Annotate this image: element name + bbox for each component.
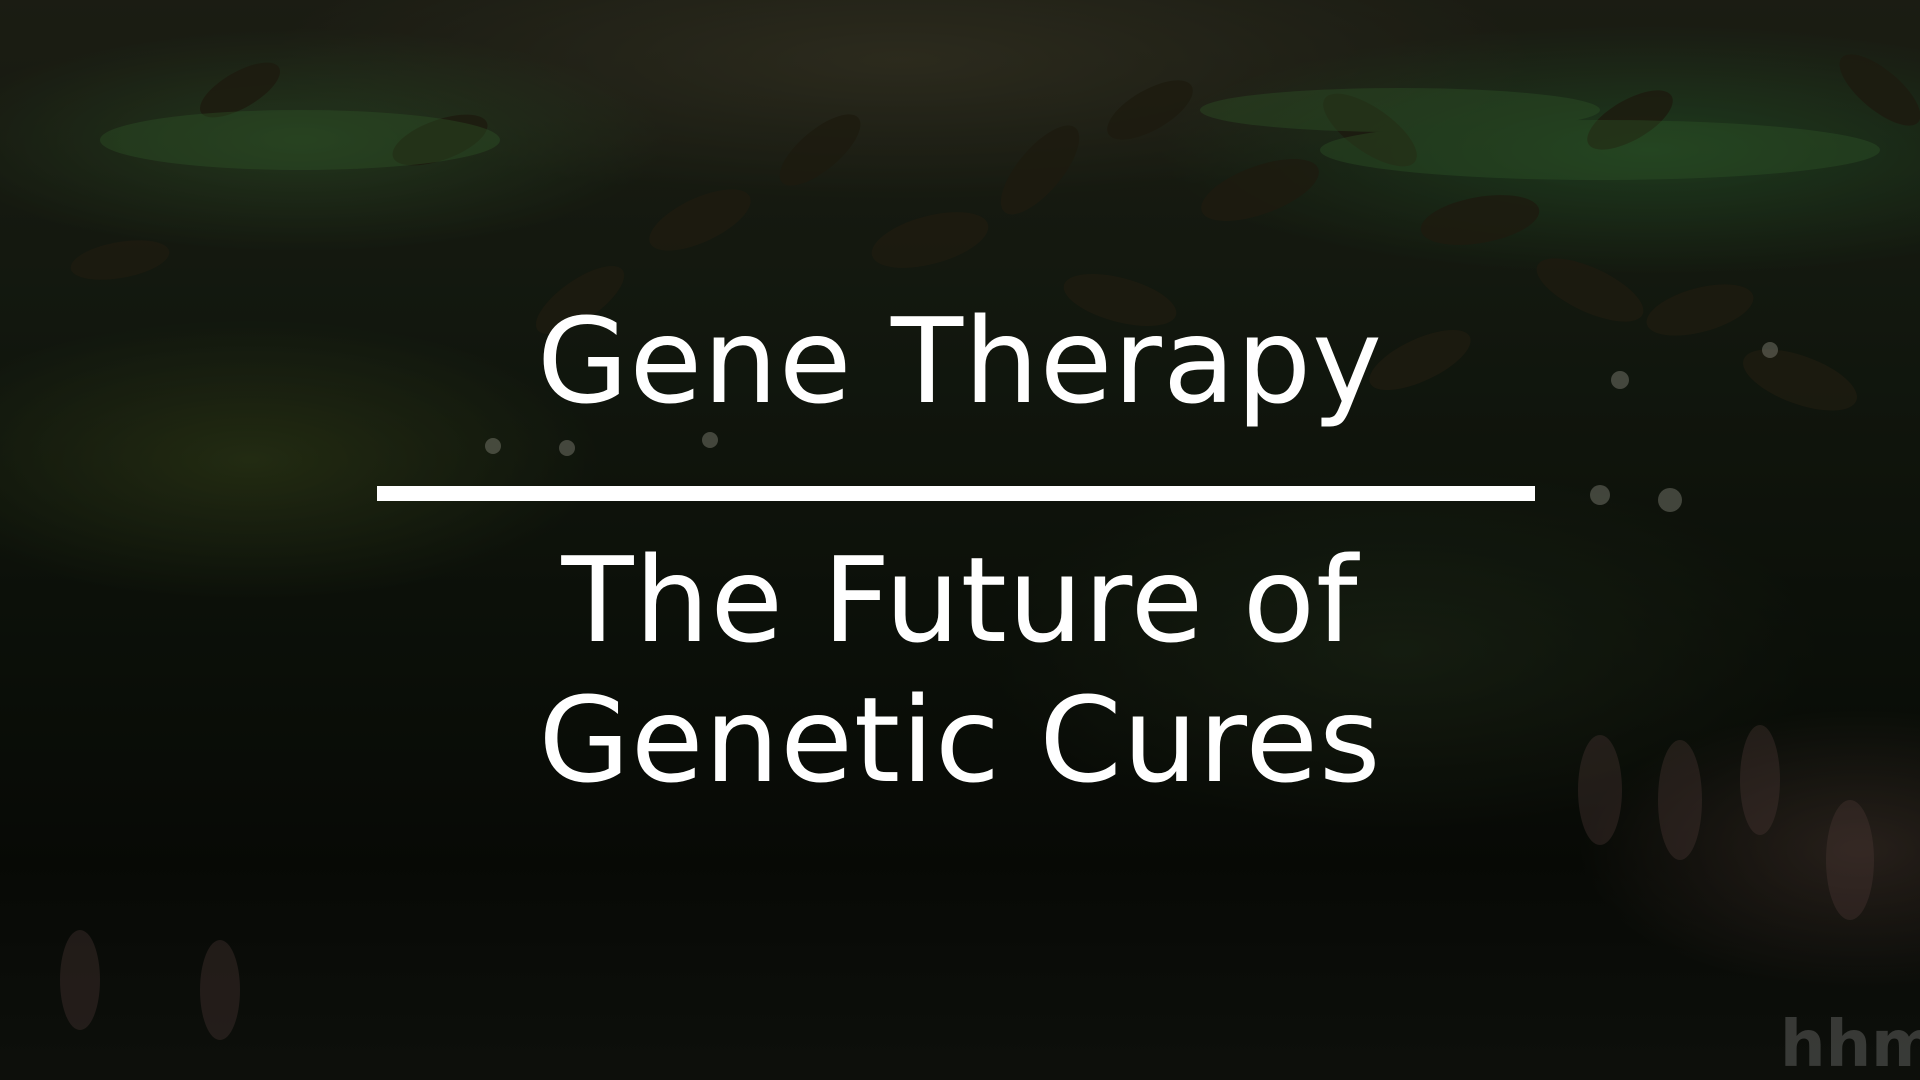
video-title: Gene Therapy xyxy=(537,292,1383,430)
subtitle-line-1: The Future of xyxy=(561,531,1359,669)
subtitle-line-2: Genetic Cures xyxy=(538,671,1382,809)
channel-watermark-logo: hhm xyxy=(1780,1010,1920,1080)
video-subtitle: The Future of Genetic Cures xyxy=(0,530,1920,810)
title-divider-line xyxy=(377,486,1535,501)
